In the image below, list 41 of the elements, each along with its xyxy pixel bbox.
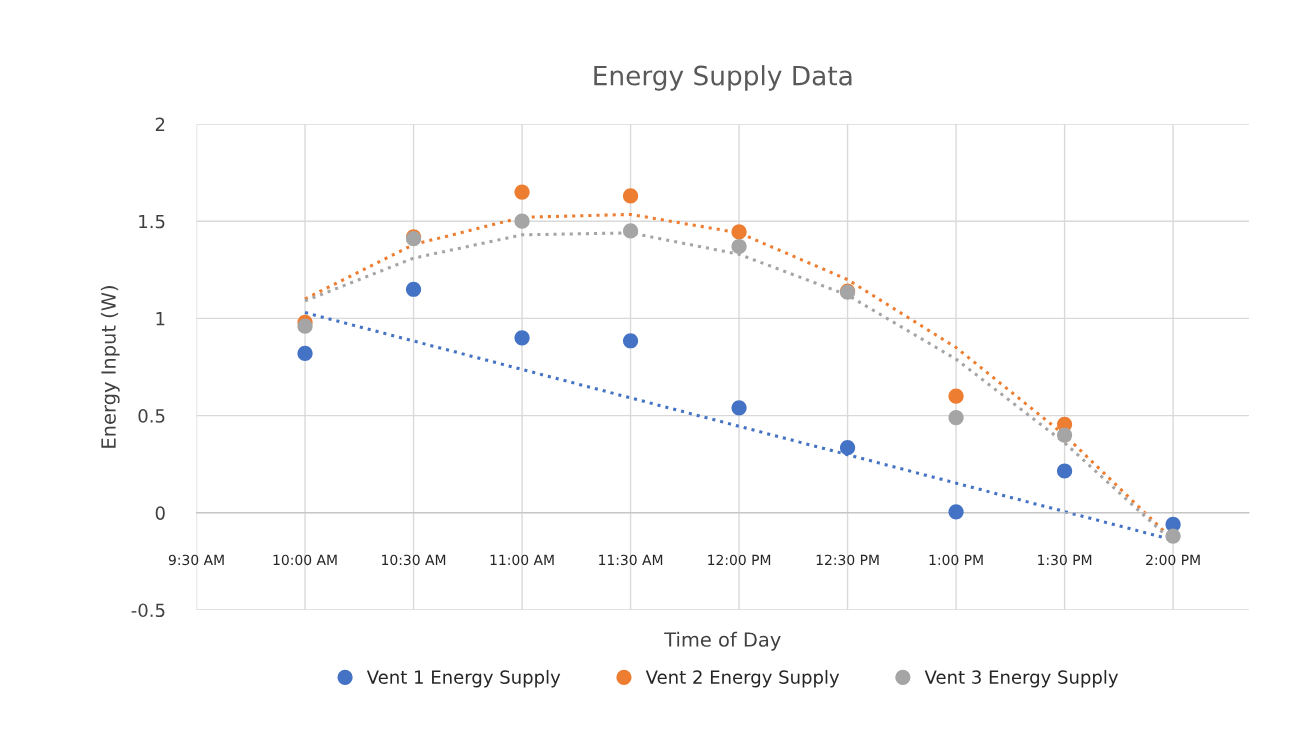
x-tick-label: 1:00 PM <box>929 554 983 566</box>
y-axis-title: Energy Input (W) <box>100 286 120 448</box>
x-axis-title: Time of Day <box>664 631 781 651</box>
point <box>405 281 422 297</box>
chart-title: Energy Supply Data <box>594 65 852 91</box>
y-tick-label: 1.5 <box>139 214 165 229</box>
point <box>297 345 313 361</box>
y-tick-label: 0.5 <box>138 409 165 423</box>
point <box>731 224 747 240</box>
x-tick-label: 12:30 PM <box>816 554 879 566</box>
point <box>514 184 530 200</box>
point <box>839 440 856 456</box>
x-tick-label: 12:00 PM <box>708 554 771 566</box>
point <box>297 318 313 334</box>
x-tick-label: 2:00 PM <box>1146 554 1200 566</box>
point <box>622 333 639 349</box>
x-tick-label: 11:00 AM <box>490 554 554 566</box>
point <box>1056 463 1073 479</box>
point <box>731 238 747 255</box>
y-tick-label: 2 <box>155 117 165 131</box>
point <box>1165 528 1181 544</box>
x-tick-label: 9:30 AM <box>168 554 224 566</box>
point <box>731 400 747 416</box>
x-tick-label: 11:30 AM <box>599 554 663 566</box>
point <box>622 188 639 204</box>
y-tick-label: -0.5 <box>131 603 165 618</box>
point <box>514 330 530 346</box>
y-tick-label: 1 <box>156 312 165 326</box>
x-tick-label: 10:30 AM <box>382 554 446 566</box>
point <box>948 504 964 520</box>
x-tick-label: 10:00 AM <box>273 554 337 566</box>
legend-label: Vent 2 Energy Supply <box>645 669 840 688</box>
point <box>1056 427 1073 443</box>
y-tick-label: 0 <box>155 506 165 520</box>
legend-label: Vent 3 Energy Supply <box>924 669 1119 688</box>
point <box>948 388 964 404</box>
legend-label: Vent 1 Energy Supply <box>366 669 561 688</box>
x-tick-label: 1:30 PM <box>1038 554 1092 566</box>
point <box>514 213 530 229</box>
point <box>622 223 639 239</box>
point <box>948 409 964 426</box>
